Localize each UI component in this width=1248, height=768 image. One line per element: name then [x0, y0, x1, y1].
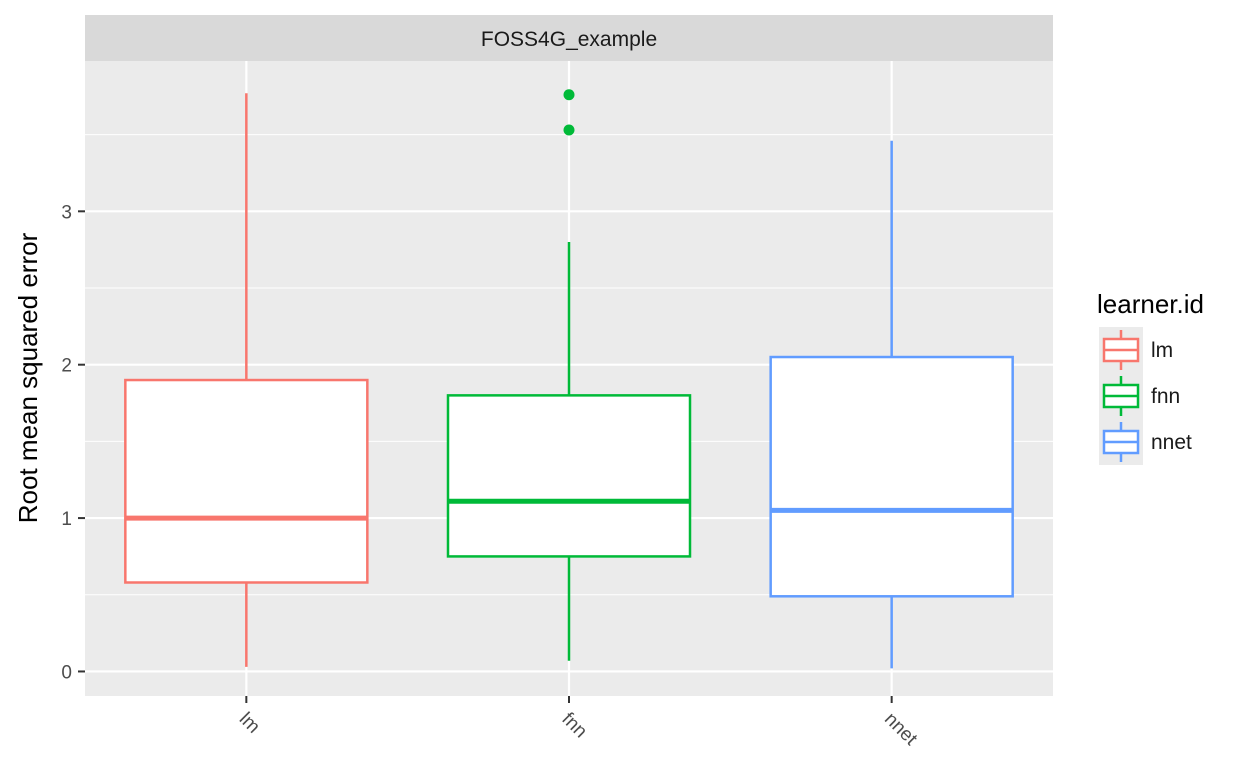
box-iqr [769, 355, 1014, 598]
legend-item-lm: lm [1099, 327, 1173, 373]
x-tick-label: lm [235, 709, 264, 738]
legend-item-nnet: nnet [1099, 419, 1192, 465]
boxes [124, 89, 1014, 669]
box-fnn [446, 89, 692, 661]
legend-label: lm [1151, 339, 1173, 362]
x-tick-label: nnet [880, 709, 922, 751]
box-iqr [446, 394, 692, 558]
x-tick-label: fnn [557, 709, 591, 743]
facet-strip [85, 15, 1053, 61]
y-tick-label: 3 [61, 202, 72, 223]
legend-label: fnn [1151, 385, 1180, 408]
legend: lm fnn nnet [1099, 327, 1192, 465]
y-axis: 0 1 2 3 [61, 202, 85, 683]
x-axis: lm fnn nnet [235, 696, 922, 750]
outlier-point [563, 124, 575, 136]
box-lm [124, 93, 369, 667]
facet-title: FOSS4G_example [481, 28, 657, 51]
y-axis-title: Root mean squared error [13, 232, 43, 523]
box-iqr [124, 378, 369, 584]
box-nnet [769, 140, 1014, 669]
outlier-point [563, 89, 575, 101]
y-tick-label: 1 [61, 509, 72, 530]
y-tick-label: 0 [61, 662, 72, 683]
y-tick-label: 2 [61, 356, 72, 377]
legend-title: learner.id [1097, 289, 1204, 319]
legend-item-fnn: fnn [1099, 373, 1180, 419]
legend-label: nnet [1151, 431, 1192, 454]
